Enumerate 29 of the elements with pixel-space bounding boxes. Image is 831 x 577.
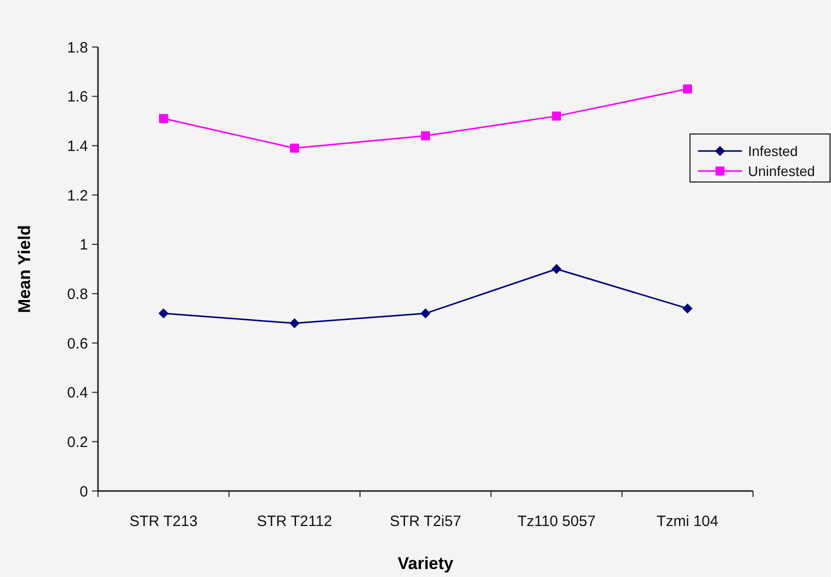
y-tick-label: 1.4 (67, 138, 88, 155)
point (158, 308, 168, 318)
x-tick-label: Tzmi 104 (656, 513, 718, 530)
point (420, 308, 430, 318)
y-tick-label: 1.8 (67, 39, 88, 56)
x-axis-title: Variety (398, 554, 454, 573)
point (290, 318, 300, 328)
point (421, 131, 430, 140)
x-tick-label: Tz110 5057 (517, 513, 596, 530)
legend-label: Uninfested (748, 162, 815, 179)
y-tick-label: 0 (80, 483, 88, 500)
x-tick-label: STR T2112 (256, 513, 332, 530)
point (159, 114, 168, 124)
y-tick-label: 0.6 (67, 335, 88, 352)
y-tick-label: 1.6 (67, 88, 88, 106)
y-tick-label: 0.2 (67, 434, 88, 451)
y-tick-label: 1 (80, 236, 88, 254)
y-tick-label: 0.8 (67, 286, 88, 303)
point (552, 112, 561, 121)
point (552, 264, 562, 274)
y-tick-label: 0.4 (67, 384, 88, 402)
point (290, 144, 299, 153)
y-tick-label: 1.2 (67, 187, 88, 204)
y-axis-title: Mean Yield (15, 225, 34, 313)
point (682, 303, 692, 314)
point (683, 84, 692, 94)
legend-label: Infested (748, 142, 798, 159)
x-tick-label: STR T213 (129, 513, 198, 530)
x-tick-label: STR T2i57 (390, 513, 462, 530)
